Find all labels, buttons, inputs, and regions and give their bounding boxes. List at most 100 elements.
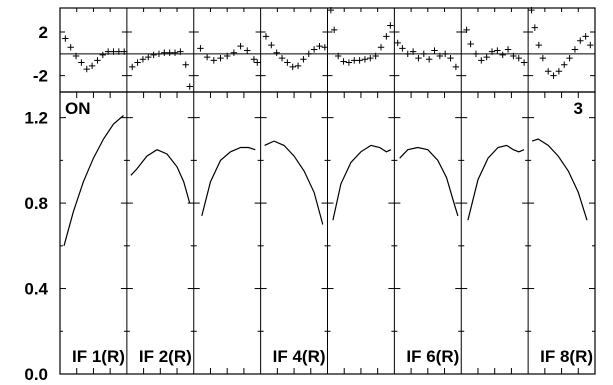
residual-point: [528, 6, 535, 14]
residual-point: [134, 59, 141, 66]
residual-point: [351, 57, 358, 64]
if-labels: IF 1(R) IF 2(R) IF 4(R) IF 6(R) IF 8(R): [72, 347, 593, 366]
residual-point: [550, 72, 557, 79]
tick-marks: [60, 8, 595, 375]
residual-point: [582, 33, 589, 40]
residual-point: [186, 83, 193, 90]
residual-point: [494, 47, 501, 54]
series-line: [531, 138, 588, 221]
tick-labels: 2 -2 1.2 0.8 0.4 0.0: [24, 23, 48, 384]
residual-point: [203, 53, 211, 61]
residual-point: [171, 49, 179, 56]
residual-point: [88, 62, 96, 70]
residual-point: [420, 50, 427, 58]
residual-point: [504, 46, 512, 53]
if-label: IF 4(R): [273, 347, 326, 366]
residual-point: [62, 35, 69, 42]
series-line: [399, 146, 459, 217]
residual-point: [166, 49, 173, 56]
residual-point: [278, 54, 286, 62]
residual-point: [316, 42, 323, 50]
main-tick-label: 1.2: [24, 109, 48, 128]
residual-point: [150, 51, 157, 59]
residual-point: [356, 57, 363, 64]
residual-point: [361, 56, 369, 63]
residual-point: [335, 52, 342, 60]
residual-point: [531, 24, 539, 31]
residual-point: [210, 57, 218, 64]
residual-point: [345, 59, 353, 66]
panel-annotations: ON 3: [65, 99, 583, 118]
residual-point: [217, 54, 224, 62]
residual-point: [262, 33, 270, 40]
if-label: IF 1(R): [72, 347, 125, 366]
residual-point: [230, 49, 238, 56]
series-line: [332, 144, 392, 221]
residual-point: [535, 41, 543, 49]
residual-point: [478, 57, 485, 64]
series-line: [201, 146, 256, 217]
residual-point: [294, 62, 302, 70]
residual-point: [182, 61, 189, 68]
residual-point: [561, 61, 568, 68]
residual-point: [409, 48, 417, 55]
residual-point: [273, 49, 280, 56]
residual-point: [78, 59, 85, 66]
series-line: [467, 144, 525, 221]
residual-point: [372, 52, 379, 60]
residual-point: [99, 51, 106, 59]
residual-point: [555, 68, 563, 75]
residual-point: [237, 42, 244, 50]
residual-point: [327, 6, 335, 14]
residual-point: [104, 48, 112, 55]
if-label: IF 8(R): [540, 347, 593, 366]
residual-point: [499, 51, 506, 59]
residual-tick-label: 2: [39, 23, 48, 42]
residual-point: [121, 48, 128, 55]
series-line: [264, 140, 324, 225]
residual-point: [250, 56, 258, 63]
residual-point: [452, 63, 460, 71]
residual-point: [383, 33, 390, 40]
residual-point: [488, 48, 496, 55]
residual-point: [268, 41, 275, 49]
residual-point: [115, 48, 123, 55]
residual-point: [321, 44, 329, 51]
residual-point: [129, 63, 136, 71]
residual-point: [72, 52, 80, 60]
residual-point: [367, 54, 374, 62]
residual-point: [387, 22, 394, 29]
residual-point: [467, 40, 474, 48]
if-label: IF 6(R): [406, 347, 459, 366]
residual-point: [177, 48, 184, 55]
residual-point: [94, 57, 101, 64]
residual-point: [539, 54, 547, 62]
residual-point: [197, 45, 204, 52]
residual-point: [289, 63, 296, 71]
if-label: IF 2(R): [139, 347, 192, 366]
residual-point: [330, 26, 338, 34]
residual-point: [447, 54, 454, 62]
residual-tick-label: -2: [33, 67, 48, 86]
residual-point: [404, 50, 411, 58]
residual-point: [510, 52, 517, 60]
residual-point: [223, 52, 231, 60]
source-label: ON: [65, 99, 91, 118]
series-line: [63, 115, 124, 246]
residual-point: [244, 47, 251, 54]
residual-point: [442, 50, 449, 58]
residual-point: [483, 53, 490, 61]
residual-point: [67, 44, 74, 51]
residual-point: [577, 37, 584, 44]
residual-point: [566, 54, 573, 62]
residual-point: [155, 50, 163, 58]
residual-point: [587, 41, 594, 49]
residual-point: [310, 46, 318, 53]
residual-point: [305, 50, 312, 58]
residual-point: [161, 49, 168, 56]
residual-point: [145, 53, 152, 61]
residual-point: [436, 52, 444, 60]
residual-point: [425, 56, 433, 63]
